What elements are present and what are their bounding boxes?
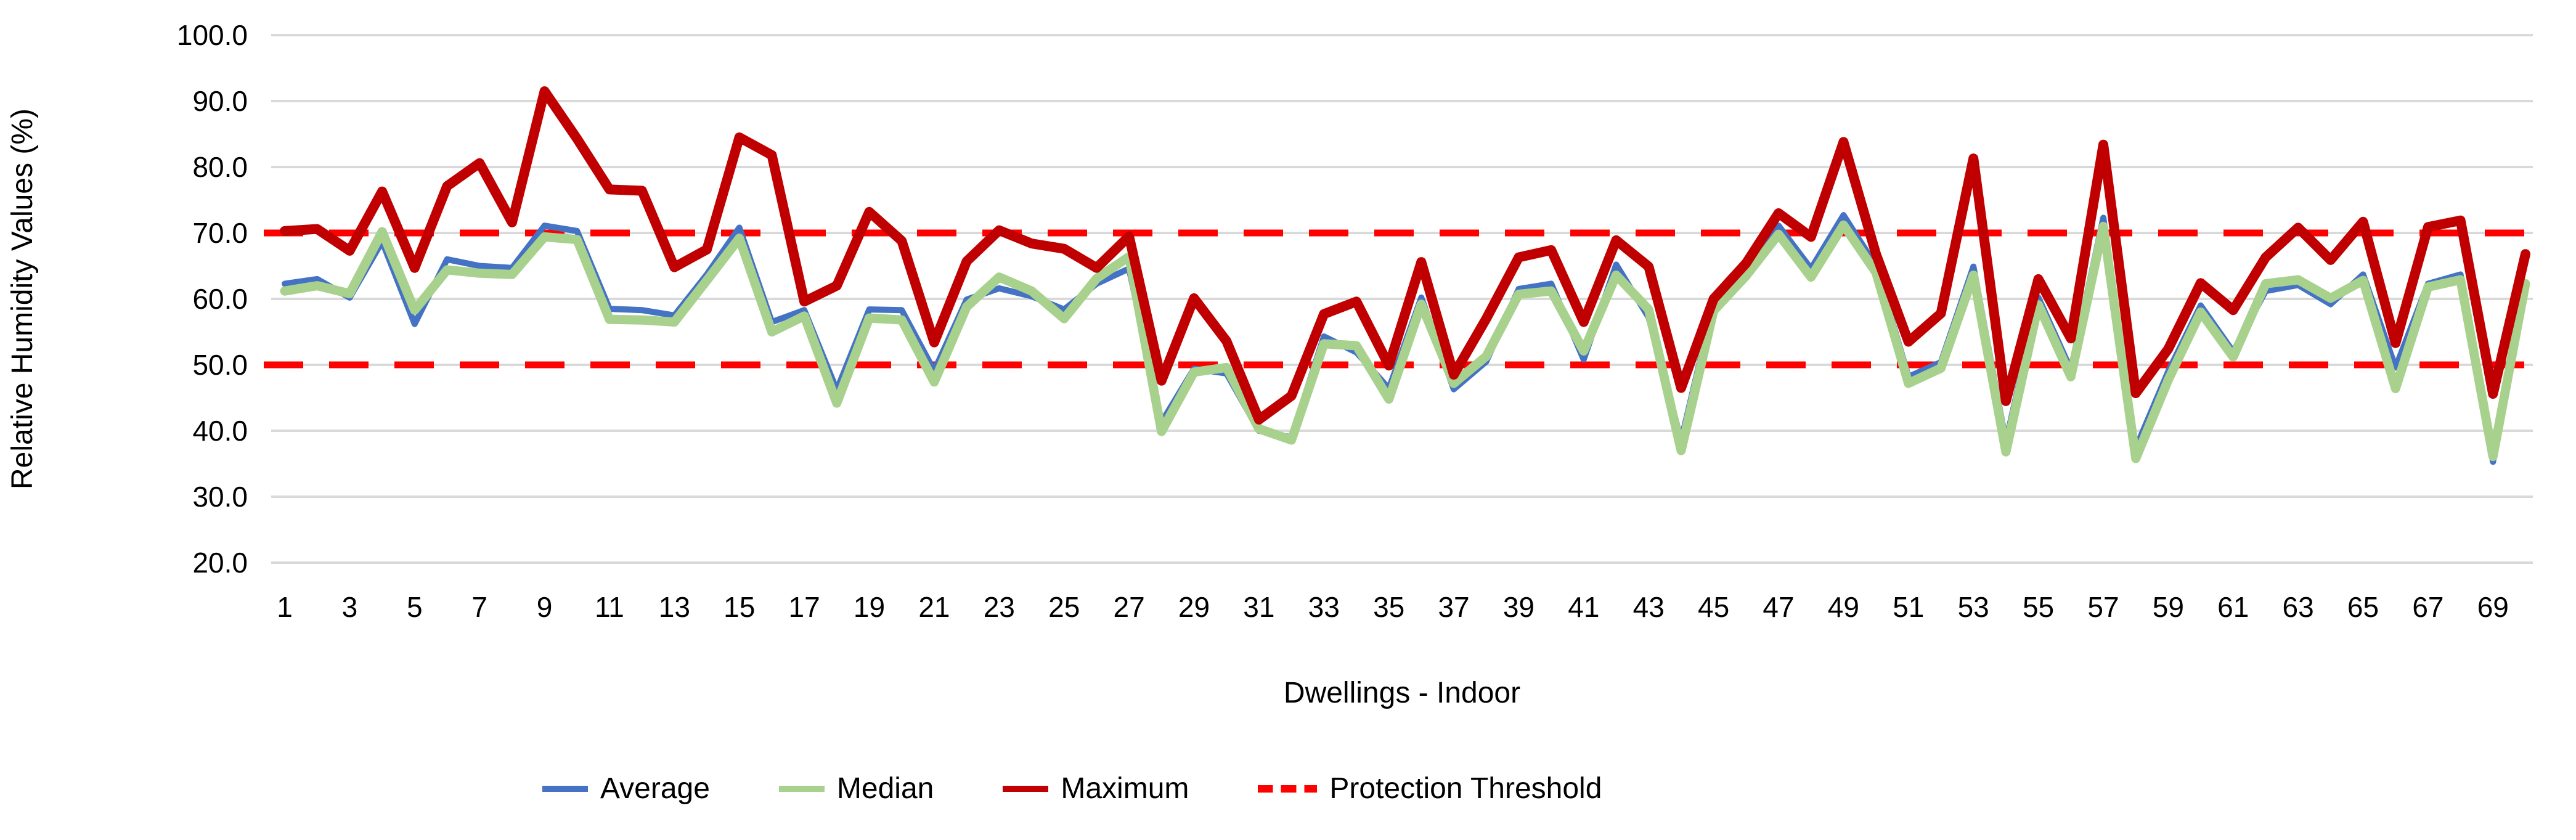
- x-tick-label-25: 25: [1048, 591, 1080, 623]
- x-tick-label-29: 29: [1178, 591, 1210, 623]
- legend-item-average: Average: [542, 772, 710, 805]
- x-tick-label-51: 51: [1893, 591, 1924, 623]
- x-tick-label-13: 13: [659, 591, 690, 623]
- x-tick-label-39: 39: [1503, 591, 1535, 623]
- y-axis-title: Relative Humidity Values (%): [6, 108, 39, 489]
- x-tick-label-65: 65: [2347, 591, 2379, 623]
- x-tick-label-17: 17: [789, 591, 820, 623]
- x-tick-label-61: 61: [2217, 591, 2249, 623]
- legend-item-maximum: Maximum: [1003, 772, 1189, 805]
- x-tick-label-57: 57: [2087, 591, 2119, 623]
- x-tick-label-7: 7: [471, 591, 487, 623]
- maximum-line-swatch-icon: [1003, 785, 1049, 792]
- y-tick-label-100: 100.0: [177, 19, 248, 51]
- chart-legend: Average Median Maximum Protection Thresh…: [542, 772, 1602, 805]
- x-tick-label-35: 35: [1373, 591, 1404, 623]
- x-tick-label-27: 27: [1114, 591, 1145, 623]
- y-tick-label-50: 50.0: [192, 349, 248, 381]
- legend-item-protection-threshold: Protection Threshold: [1258, 772, 1602, 805]
- average-line-swatch-icon: [542, 785, 588, 792]
- x-tick-label-21: 21: [918, 591, 950, 623]
- protection-threshold-dashed-swatch-icon: [1258, 785, 1318, 793]
- x-tick-label-19: 19: [854, 591, 885, 623]
- x-tick-label-47: 47: [1763, 591, 1794, 623]
- legend-label-average: Average: [600, 772, 710, 805]
- legend-label-protection-threshold: Protection Threshold: [1329, 772, 1602, 805]
- y-axis-tick-labels: 100.0 90.0 80.0 70.0 60.0 50.0 40.0 30.0 20.0: [177, 19, 248, 579]
- x-tick-label-41: 41: [1568, 591, 1599, 623]
- x-tick-label-15: 15: [723, 591, 755, 623]
- x-tick-label-53: 53: [1958, 591, 1989, 623]
- x-tick-label-55: 55: [2023, 591, 2054, 623]
- y-tick-label-40: 40.0: [192, 415, 248, 447]
- x-tick-label-63: 63: [2283, 591, 2314, 623]
- x-tick-label-9: 9: [537, 591, 553, 623]
- x-tick-label-1: 1: [277, 591, 293, 623]
- y-tick-label-60: 60.0: [192, 283, 248, 315]
- x-tick-label-11: 11: [595, 591, 624, 623]
- x-axis-title: Dwellings - Indoor: [1284, 677, 1520, 709]
- median-line: [280, 220, 2530, 463]
- series-lines: [280, 86, 2530, 465]
- legend-label-median: Median: [836, 772, 934, 805]
- x-tick-label-23: 23: [984, 591, 1015, 623]
- y-tick-label-90: 90.0: [192, 85, 248, 117]
- x-tick-label-67: 67: [2412, 591, 2444, 623]
- x-tick-label-59: 59: [2153, 591, 2184, 623]
- y-tick-label-30: 30.0: [192, 481, 248, 513]
- x-tick-label-5: 5: [407, 591, 423, 623]
- median-line-swatch-icon: [778, 785, 825, 792]
- x-tick-label-33: 33: [1308, 591, 1340, 623]
- x-tick-label-43: 43: [1633, 591, 1665, 623]
- y-tick-label-70: 70.0: [192, 217, 248, 249]
- y-tick-label-80: 80.0: [192, 151, 248, 183]
- x-tick-label-37: 37: [1438, 591, 1469, 623]
- x-tick-label-31: 31: [1243, 591, 1274, 623]
- y-tick-label-20: 20.0: [192, 547, 248, 579]
- x-axis-tick-labels: 1 3 5 7 9 11 13 15 17 19 21 23 25 27 29 31 33 35 37 39 41 43 4…: [277, 591, 2509, 623]
- x-tick-label-45: 45: [1698, 591, 1729, 623]
- x-tick-label-3: 3: [342, 591, 358, 623]
- legend-item-median: Median: [778, 772, 934, 805]
- x-tick-label-49: 49: [1828, 591, 1859, 623]
- legend-label-maximum: Maximum: [1061, 772, 1189, 805]
- x-tick-label-69: 69: [2477, 591, 2509, 623]
- maximum-line: [280, 86, 2530, 425]
